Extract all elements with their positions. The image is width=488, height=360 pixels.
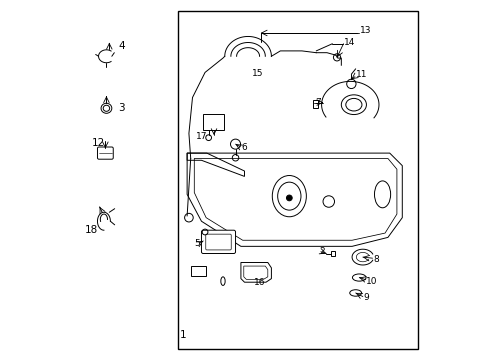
Text: 15: 15 bbox=[251, 69, 263, 78]
FancyBboxPatch shape bbox=[97, 147, 113, 159]
Text: 10: 10 bbox=[366, 276, 377, 285]
Text: 7: 7 bbox=[314, 98, 320, 107]
Text: 3: 3 bbox=[118, 103, 124, 113]
Circle shape bbox=[286, 195, 292, 201]
Text: 18: 18 bbox=[85, 225, 98, 235]
Bar bbox=[178, 12, 418, 348]
Text: 8: 8 bbox=[373, 255, 379, 264]
Text: 14: 14 bbox=[344, 38, 355, 47]
Bar bbox=[330, 251, 334, 256]
Text: 6: 6 bbox=[241, 143, 246, 152]
Text: 16: 16 bbox=[253, 278, 264, 287]
Text: 12: 12 bbox=[91, 139, 104, 148]
FancyBboxPatch shape bbox=[201, 230, 235, 253]
Text: 13: 13 bbox=[359, 26, 371, 35]
Text: 2: 2 bbox=[319, 247, 325, 256]
Bar bbox=[191, 266, 206, 276]
Text: 9: 9 bbox=[363, 293, 368, 302]
Text: 11: 11 bbox=[355, 71, 366, 80]
Text: 1: 1 bbox=[180, 330, 186, 340]
Bar bbox=[312, 100, 317, 108]
Text: 17: 17 bbox=[196, 132, 207, 141]
FancyBboxPatch shape bbox=[205, 234, 231, 250]
Text: 5: 5 bbox=[194, 239, 200, 248]
Bar bbox=[203, 114, 224, 130]
Text: 4: 4 bbox=[118, 41, 124, 50]
